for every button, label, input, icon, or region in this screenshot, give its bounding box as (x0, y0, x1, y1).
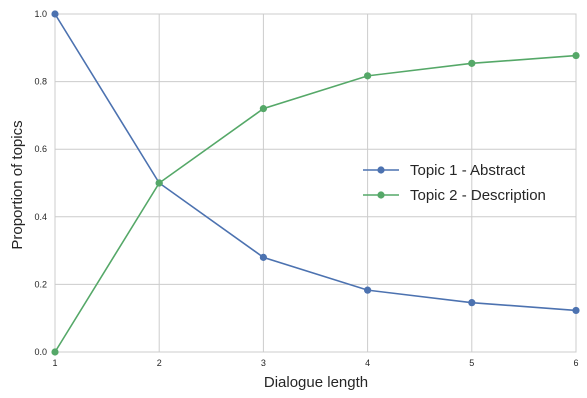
data-point (155, 179, 163, 187)
y-tick-label: 0.8 (34, 77, 47, 87)
tick-labels: 1 2 3 4 5 6 0.0 0.2 0.4 0.6 0.8 1.0 (34, 9, 578, 368)
data-point (572, 51, 580, 60)
legend-swatch-marker (377, 166, 385, 174)
data-point (364, 72, 372, 80)
y-tick-label: 0.0 (34, 347, 47, 357)
x-tick-label: 1 (52, 358, 57, 368)
grid (54, 13, 577, 353)
series-line-1 (54, 13, 577, 312)
data-point (259, 253, 267, 261)
y-tick-label: 1.0 (34, 9, 47, 19)
y-tick-label: 0.2 (34, 279, 47, 289)
x-tick-label: 5 (469, 358, 474, 368)
legend-swatch-marker (377, 191, 385, 199)
x-axis-label: Dialogue length (264, 374, 368, 391)
axes (54, 13, 577, 353)
legend-label: Topic 2 - Description (410, 187, 546, 204)
legend-label: Topic 1 - Abstract (410, 162, 526, 179)
y-axis-label: Proportion of topics (9, 120, 26, 249)
data-point (51, 10, 59, 18)
data-point (468, 299, 476, 307)
data-point (468, 59, 476, 67)
x-tick-label: 3 (261, 358, 266, 368)
series-layer (51, 10, 580, 356)
legend: Topic 1 - Abstract Topic 2 - Description (363, 162, 546, 204)
x-tick-label: 2 (157, 358, 162, 368)
x-tick-label: 4 (365, 358, 370, 368)
x-tick-label: 6 (573, 358, 578, 368)
data-point (572, 306, 580, 315)
data-point (51, 348, 59, 356)
y-tick-label: 0.6 (34, 144, 47, 154)
plot-frame (54, 13, 577, 353)
series-line-2 (54, 54, 577, 353)
data-point (259, 105, 267, 113)
y-tick-label: 0.4 (34, 212, 47, 222)
data-point (364, 286, 372, 294)
